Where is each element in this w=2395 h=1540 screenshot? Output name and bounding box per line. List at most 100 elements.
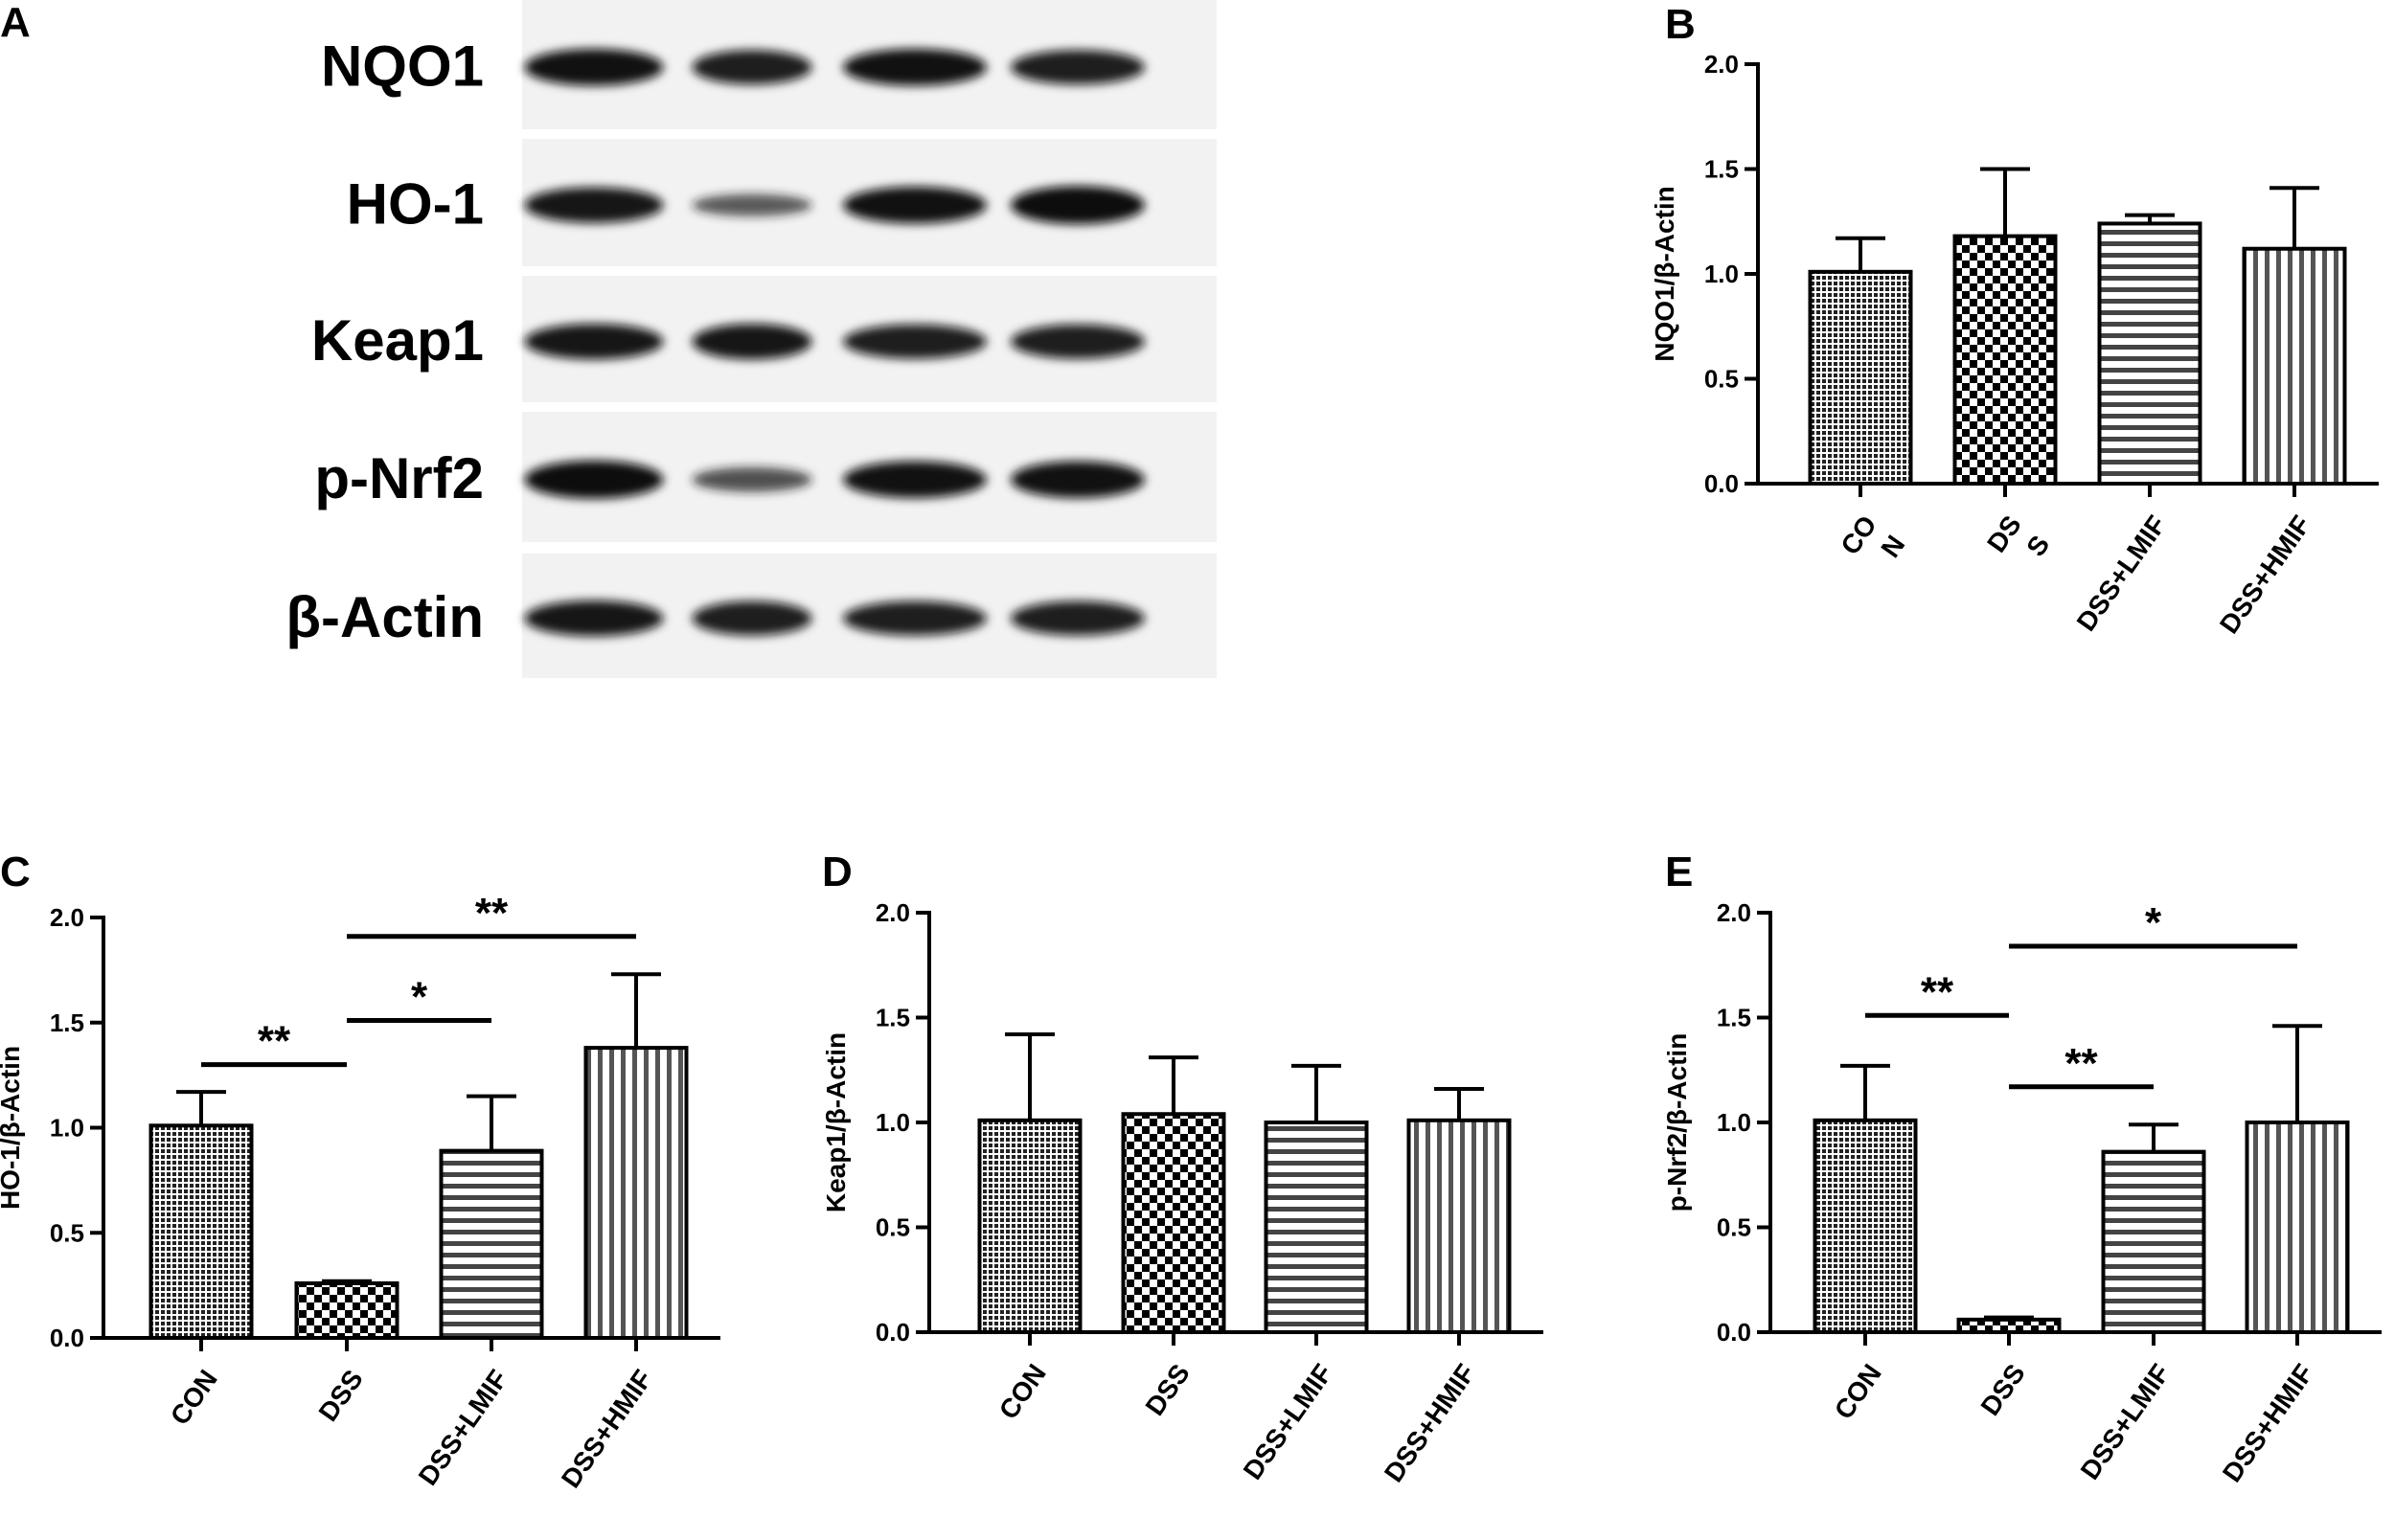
x-category-label: DSS+HMIF <box>556 1365 658 1493</box>
blot-row-label: p-Nrf2 <box>314 446 484 510</box>
y-tick-label: 0.0 <box>50 1324 84 1352</box>
bar <box>148 1123 254 1341</box>
blot-band <box>1011 324 1145 359</box>
chart-pnrf2: 0.0 0.5 1.0 1.5 2.0 p-Nrf2/β-Actin CON DSS DSS+L… <box>1662 898 2382 1487</box>
y-axis-title: NQO1/β-Actin <box>1650 186 1679 362</box>
chart-keap1: 0.0 0.5 1.0 1.5 2.0 Keap1/β-Actin CON DSS DSS+LM… <box>821 898 1543 1487</box>
bar <box>1952 234 2058 487</box>
y-tick-label: 0.0 <box>1704 469 1739 498</box>
y-tick-label: 2.0 <box>876 898 910 927</box>
y-axis-title: p-Nrf2/β-Actin <box>1662 1033 1692 1212</box>
blot-row-label: β-Actin <box>285 585 484 649</box>
x-category-label: DSS <box>1981 510 2055 578</box>
x-category-label: CON <box>993 1359 1052 1425</box>
bar <box>2101 1149 2206 1335</box>
bar <box>1121 1112 1226 1334</box>
bar <box>1808 269 1913 486</box>
x-category-line: S <box>2020 530 2055 561</box>
x-category-line: CON <box>165 1365 223 1431</box>
y-tick-label: 0.0 <box>1717 1318 1751 1347</box>
x-category-line: DSS+HMIF <box>2214 510 2316 639</box>
blot-band <box>1011 50 1145 85</box>
x-category-label: DSS+HMIF <box>2217 1359 2319 1487</box>
panel-letter-d: D <box>822 849 853 895</box>
bar <box>1406 1118 1512 1335</box>
x-category-line: DSS+HMIF <box>556 1365 658 1493</box>
blot-band <box>692 600 812 636</box>
y-tick-label: 1.5 <box>876 1004 910 1032</box>
blot-band <box>843 48 987 86</box>
y-tick-label: 2.0 <box>1704 50 1739 79</box>
blot-band <box>692 50 812 85</box>
x-category-line: DSS <box>1974 1359 2030 1421</box>
x-category-label: CON <box>1829 1359 1887 1425</box>
y-axis-title: Keap1/β-Actin <box>821 1032 851 1212</box>
x-category-label: CON <box>1835 510 1910 580</box>
x-category-line: DSS+HMIF <box>2217 1359 2319 1487</box>
x-category-line: DSS+LMIF <box>413 1365 513 1491</box>
y-tick-label: 0.5 <box>876 1213 910 1242</box>
bar <box>2097 221 2202 486</box>
blot-band <box>1011 461 1145 499</box>
x-category-line: DS <box>1981 510 2027 558</box>
x-category-line: DSS+HMIF <box>1379 1359 1481 1487</box>
x-category-line: CON <box>1829 1359 1887 1425</box>
panel-letter-b: B <box>1665 1 1696 48</box>
chart-ho1: 0.0 0.5 1.0 1.5 2.0 HO-1/β-Actin CON DSS DSS+LMI… <box>0 890 720 1493</box>
blot-band <box>524 187 664 223</box>
bar <box>439 1148 544 1341</box>
blot-band <box>692 466 812 492</box>
x-category-line: DSS+LMIF <box>1238 1359 1338 1485</box>
significance-label: * <box>2145 899 2162 946</box>
y-tick-label: 2.0 <box>1717 898 1751 927</box>
western-blot: NQO1 HO-1 Keap1 p-Nrf2 β-Actin <box>285 0 1217 678</box>
x-category-line: DSS <box>312 1365 368 1427</box>
significance-label: ** <box>1921 968 1954 1015</box>
significance-label: ** <box>475 890 509 937</box>
x-category-label: DSS <box>1139 1359 1195 1421</box>
x-category-line: DSS <box>1139 1359 1195 1421</box>
blot-band <box>843 186 987 224</box>
bar <box>1813 1118 1918 1335</box>
blot-band <box>524 600 664 637</box>
significance-label: ** <box>258 1018 291 1065</box>
y-tick-label: 0.0 <box>876 1318 910 1347</box>
x-category-label: DSS+HMIF <box>1379 1359 1481 1487</box>
y-tick-label: 1.0 <box>1704 260 1739 288</box>
x-category-line: DSS+LMIF <box>2071 510 2172 637</box>
x-category-label: DSS+LMIF <box>2075 1359 2176 1485</box>
x-category-label: DSS+LMIF <box>2071 510 2172 637</box>
bar <box>1956 1317 2062 1334</box>
x-category-label: CON <box>165 1365 223 1431</box>
blot-row-label: Keap1 <box>311 308 484 373</box>
y-tick-label: 0.5 <box>1717 1213 1751 1242</box>
y-tick-label: 1.0 <box>876 1108 910 1137</box>
x-category-label: DSS <box>312 1365 368 1427</box>
blot-band <box>692 323 812 360</box>
y-tick-label: 1.0 <box>1717 1108 1751 1137</box>
y-tick-label: 1.5 <box>1717 1004 1751 1032</box>
bar <box>583 1046 689 1340</box>
blot-band <box>843 461 987 499</box>
blot-band <box>524 460 664 499</box>
y-tick-label: 0.5 <box>1704 365 1739 394</box>
bar <box>2245 1121 2350 1334</box>
blot-band <box>692 193 812 216</box>
panel-letter-e: E <box>1665 849 1693 895</box>
blot-band <box>843 324 987 359</box>
x-category-label: DSS+LMIF <box>1238 1359 1338 1485</box>
bar <box>977 1118 1083 1335</box>
x-category-line: CO <box>1835 510 1882 560</box>
y-axis-title: HO-1/β-Actin <box>0 1046 25 1210</box>
x-category-line: DSS+LMIF <box>2075 1359 2176 1485</box>
x-category-line: CON <box>993 1359 1052 1425</box>
blot-row-label: NQO1 <box>321 34 484 99</box>
x-category-label: DSS <box>1974 1359 2030 1421</box>
significance-label: * <box>411 974 428 1021</box>
x-category-line: N <box>1875 530 1910 562</box>
blot-row-label: HO-1 <box>347 172 484 237</box>
blot-band <box>843 600 987 636</box>
bar <box>2242 246 2347 486</box>
